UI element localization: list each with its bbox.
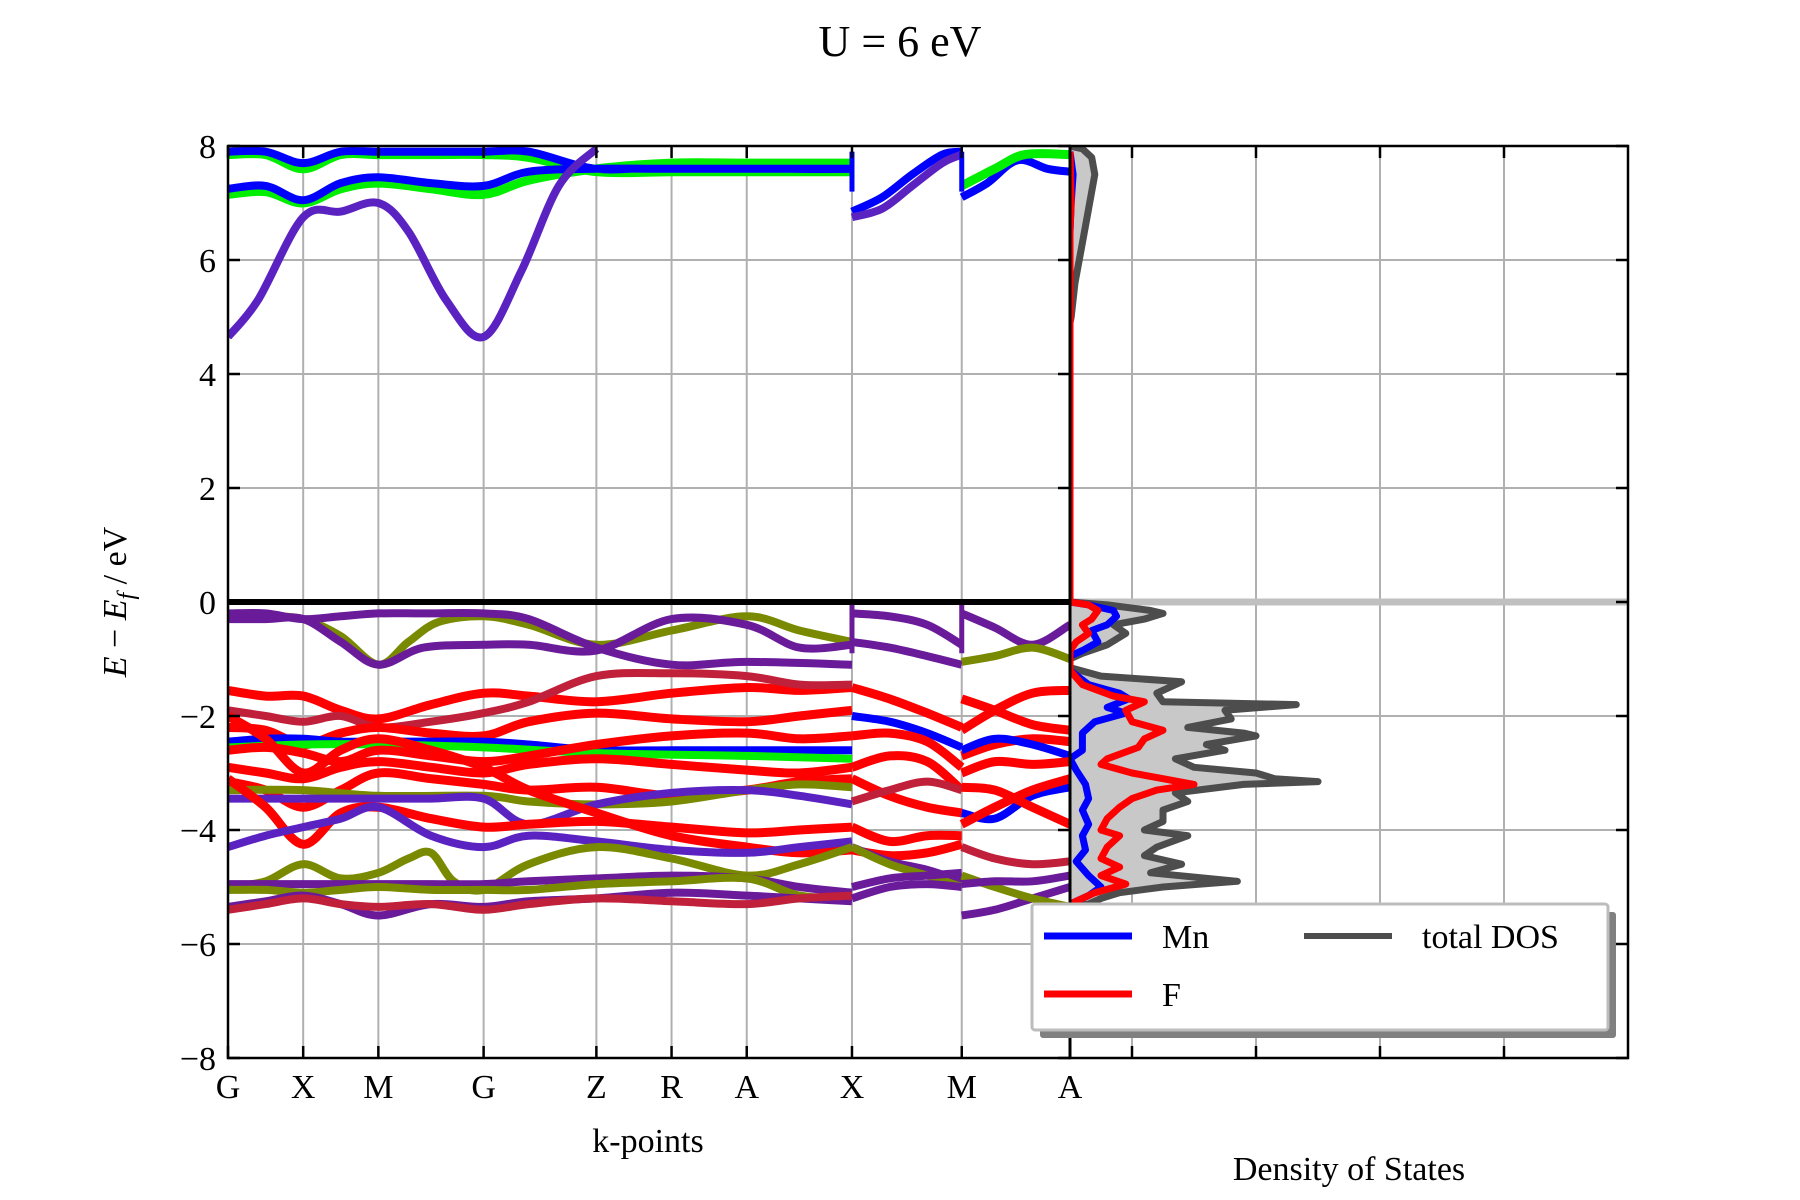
band-line-44 (851, 868, 962, 891)
dos-tick-marks (1068, 144, 1628, 1060)
k-point-label-0: G (216, 1069, 241, 1106)
band-line-57 (961, 871, 1070, 889)
k-point-label-3: G (471, 1069, 496, 1106)
band-line-39 (850, 777, 963, 806)
y-tick-label-2: 4 (199, 357, 216, 394)
band-line-50 (960, 756, 1070, 778)
y-tick-label-1: 6 (199, 243, 216, 280)
band-line-21 (228, 728, 853, 767)
dos-axis-label: Density of States (1233, 1151, 1465, 1188)
band-line-4 (228, 146, 600, 342)
band-line-45 (850, 880, 963, 903)
band-line-37 (850, 751, 965, 794)
band-line-3 (228, 164, 852, 205)
band-panel: 8 6 4 2 0 −2 −4 −6 −8 G X M G Z R A X M A k-points E − Ef… (97, 129, 1083, 1160)
band-line-28 (228, 802, 853, 857)
y-axis-label-minus: − (97, 620, 134, 656)
band-line-14 (960, 609, 1070, 649)
y-tick-label-3: 2 (199, 471, 216, 508)
band-line-17 (228, 668, 853, 732)
band-line-47 (960, 694, 1070, 735)
dos-curves (1070, 146, 1322, 911)
legend-label-mn: Mn (1162, 919, 1209, 956)
band-line-8 (959, 149, 1070, 190)
y-axis-label-ef-sub: f (114, 590, 140, 600)
k-point-label-8: M (947, 1069, 977, 1106)
y-axis-label-ef: E (97, 599, 134, 621)
band-line-40 (850, 822, 962, 847)
dos-curve-f (1070, 151, 1198, 908)
band-line-33 (228, 891, 853, 914)
legend: Mn F total DOS (1030, 902, 1616, 1038)
band-line-11 (228, 608, 853, 670)
band-line-20 (228, 740, 853, 763)
k-point-label-7: X (840, 1069, 865, 1106)
band-line-46 (959, 685, 1070, 735)
band-line-49 (960, 734, 1070, 760)
band-line-5 (850, 147, 963, 216)
k-point-label-2: M (363, 1069, 393, 1106)
k-point-label-9: A (1058, 1069, 1083, 1106)
band-line-26 (228, 775, 853, 849)
k-point-label-4: Z (586, 1069, 607, 1106)
band-line-53 (959, 774, 1070, 829)
legend-box (1030, 902, 1610, 1032)
y-tick-labels: 8 6 4 2 0 −2 −4 −6 −8 (180, 129, 216, 1078)
band-line-27 (228, 712, 853, 858)
band-line-35 (851, 712, 964, 752)
band-line-6 (850, 150, 964, 222)
y-axis-label-unit: / eV (97, 526, 134, 593)
y-tick-label-5: −2 (180, 699, 216, 736)
legend-label-total-dos: total DOS (1422, 919, 1559, 956)
dos-panel: Density of States Mn F total DOS (1030, 144, 1630, 1188)
band-line-12 (851, 609, 964, 649)
band-lines (228, 146, 1070, 920)
band-line-13 (851, 637, 963, 669)
band-line-25 (228, 785, 853, 829)
y-tick-label-4: 0 (199, 585, 216, 622)
k-point-label-6: A (734, 1069, 759, 1106)
y-tick-label-0: 8 (199, 129, 216, 166)
x-axis-label: k-points (592, 1123, 703, 1160)
k-point-label-1: X (291, 1069, 316, 1106)
y-axis-label-e: E (97, 656, 134, 678)
y-axis-label: E − Ef / eV (97, 526, 140, 678)
dos-curve-total-dos (1070, 146, 1322, 911)
k-point-label-5: R (660, 1069, 683, 1106)
band-line-34 (850, 683, 964, 732)
y-tick-label-8: −8 (180, 1041, 216, 1078)
chart-title: U = 6 eV (819, 17, 982, 66)
band-line-55 (960, 883, 1070, 920)
band-line-36 (851, 728, 965, 771)
band-tick-marks (226, 144, 1072, 1060)
y-tick-label-7: −6 (180, 927, 216, 964)
band-line-38 (850, 774, 963, 818)
band-line-15 (960, 643, 1070, 666)
band-line-54 (960, 843, 1070, 869)
y-tick-label-6: −4 (180, 813, 216, 850)
band-line-19 (228, 734, 852, 755)
dos-curve-mn (1070, 151, 1133, 908)
legend-label-f: F (1162, 977, 1181, 1014)
band-line-16 (228, 682, 853, 724)
